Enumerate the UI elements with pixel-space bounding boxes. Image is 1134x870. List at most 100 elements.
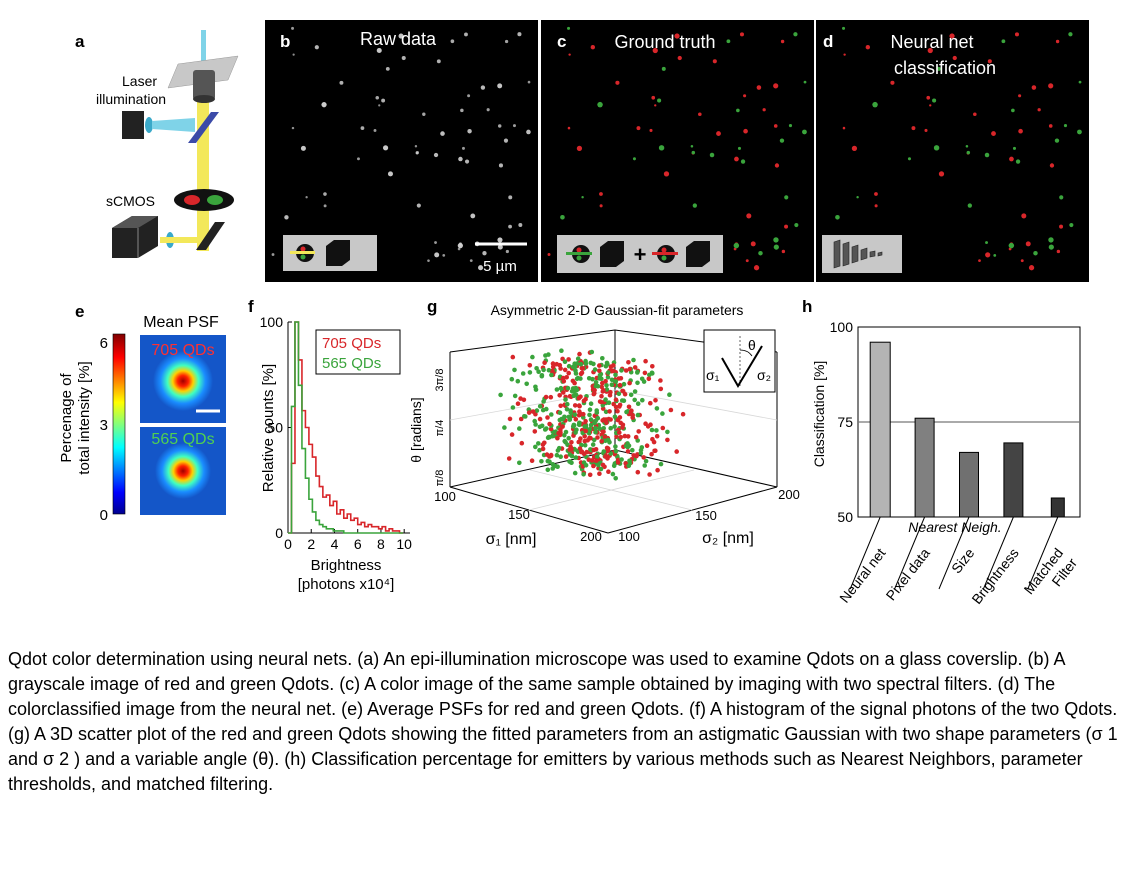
emitter-dot bbox=[1012, 146, 1017, 150]
emitter-dot bbox=[632, 157, 636, 161]
emitter-dot bbox=[734, 156, 739, 162]
emitter-dot bbox=[911, 126, 916, 131]
scatter-point bbox=[603, 378, 608, 384]
scatter-point bbox=[537, 447, 542, 453]
emitter-dot bbox=[464, 159, 470, 164]
emitter-dot bbox=[774, 163, 780, 168]
scatter-point bbox=[534, 366, 539, 371]
emitter-dot bbox=[467, 129, 472, 134]
emitter-dot bbox=[856, 196, 859, 199]
emitter-dot bbox=[547, 253, 551, 256]
panel-letter: a bbox=[75, 32, 85, 51]
scatter-point bbox=[582, 438, 588, 444]
emitter-dot bbox=[414, 145, 418, 148]
emitter-dot bbox=[677, 55, 682, 61]
scatter-point bbox=[572, 412, 578, 418]
scatter-point bbox=[615, 417, 621, 423]
emitter-dot bbox=[375, 96, 379, 100]
emitter-dot bbox=[890, 80, 895, 85]
emitter-dot bbox=[497, 83, 503, 89]
scatter-point bbox=[562, 359, 568, 365]
emitter-dot bbox=[599, 204, 603, 208]
emitter-dot bbox=[508, 224, 512, 229]
scatter-point bbox=[543, 394, 549, 400]
scatter-point bbox=[680, 411, 686, 417]
emitter-dot bbox=[649, 128, 653, 132]
scatter-point bbox=[655, 467, 660, 473]
emitter-dot bbox=[663, 171, 670, 177]
scatter-point bbox=[573, 371, 579, 376]
emitter-dot bbox=[512, 124, 516, 128]
scatter-point bbox=[556, 445, 562, 451]
emitter-dot bbox=[674, 33, 680, 39]
emitter-dot bbox=[803, 80, 807, 84]
scatter-point bbox=[626, 443, 632, 449]
emitter-dot bbox=[1056, 249, 1061, 254]
scatter-point bbox=[594, 410, 600, 416]
scatter-point bbox=[583, 418, 588, 424]
emitter-dot bbox=[907, 157, 911, 161]
scatter-point bbox=[550, 466, 555, 471]
scatter-point bbox=[584, 449, 589, 455]
figure-caption: Qdot color determination using neural ne… bbox=[8, 647, 1126, 797]
scatter-point bbox=[592, 420, 597, 426]
emitter-dot bbox=[657, 98, 662, 103]
scatter-point bbox=[591, 463, 596, 469]
scatter-point bbox=[606, 400, 612, 406]
scatter-point bbox=[634, 453, 639, 459]
emitter-dot bbox=[733, 242, 740, 249]
scatter-point bbox=[646, 376, 652, 382]
scatter-point bbox=[587, 412, 592, 418]
camera-icon bbox=[686, 241, 710, 267]
emitter-dot bbox=[460, 108, 464, 113]
emitter-dot bbox=[1020, 259, 1024, 263]
emitter-dot bbox=[1063, 124, 1068, 128]
scatter-point bbox=[582, 424, 587, 429]
emitter-dot bbox=[1037, 108, 1041, 112]
emitter-dot bbox=[433, 152, 439, 158]
camera bbox=[112, 216, 158, 228]
scatter-point bbox=[604, 387, 610, 392]
scatter-point bbox=[603, 454, 608, 459]
scatter-point bbox=[536, 369, 541, 375]
scatter-point bbox=[613, 404, 619, 410]
panel-title: Raw data bbox=[360, 29, 437, 49]
scatter-point bbox=[540, 446, 546, 452]
inset-sigma1: σ₁ bbox=[706, 367, 720, 383]
scatter-point bbox=[533, 387, 539, 392]
emitter-dot bbox=[422, 112, 426, 116]
scatter-point bbox=[568, 446, 574, 451]
scatter-point bbox=[635, 380, 640, 386]
scatter-point bbox=[573, 417, 579, 422]
scatter-point bbox=[654, 428, 659, 433]
scatter-point bbox=[660, 411, 665, 416]
scatter-point bbox=[559, 416, 564, 422]
scatter-point bbox=[632, 365, 638, 370]
emitter-dot bbox=[457, 242, 463, 249]
emitter-dot bbox=[385, 66, 390, 71]
scatter-point bbox=[566, 370, 571, 376]
scatter-point bbox=[589, 458, 595, 463]
emitter-dot bbox=[505, 249, 509, 254]
sigma2-axis-label: σ₂ [nm] bbox=[702, 530, 754, 547]
x-tick-label: 6 bbox=[354, 536, 362, 552]
scatter-point bbox=[530, 354, 535, 360]
scatter-point bbox=[626, 360, 631, 365]
inset-sigma2: σ₂ bbox=[757, 367, 771, 383]
scatter-point bbox=[588, 417, 594, 422]
emitter-dot bbox=[434, 252, 440, 258]
scatter-point bbox=[645, 424, 651, 429]
emitter-dot bbox=[486, 108, 490, 112]
emitter-dot bbox=[1077, 129, 1082, 135]
emitter-dot bbox=[480, 85, 486, 90]
scatter-point bbox=[546, 352, 551, 357]
filter-dot bbox=[661, 247, 667, 253]
filter-dot bbox=[300, 246, 306, 252]
emitter-dot bbox=[952, 55, 957, 61]
emitter-dot bbox=[401, 56, 406, 61]
scatter-point bbox=[510, 354, 516, 360]
beam bbox=[201, 30, 206, 90]
y-tick-label: 50 bbox=[267, 420, 283, 436]
scatter-point bbox=[576, 422, 582, 428]
scatter-point bbox=[627, 380, 632, 386]
